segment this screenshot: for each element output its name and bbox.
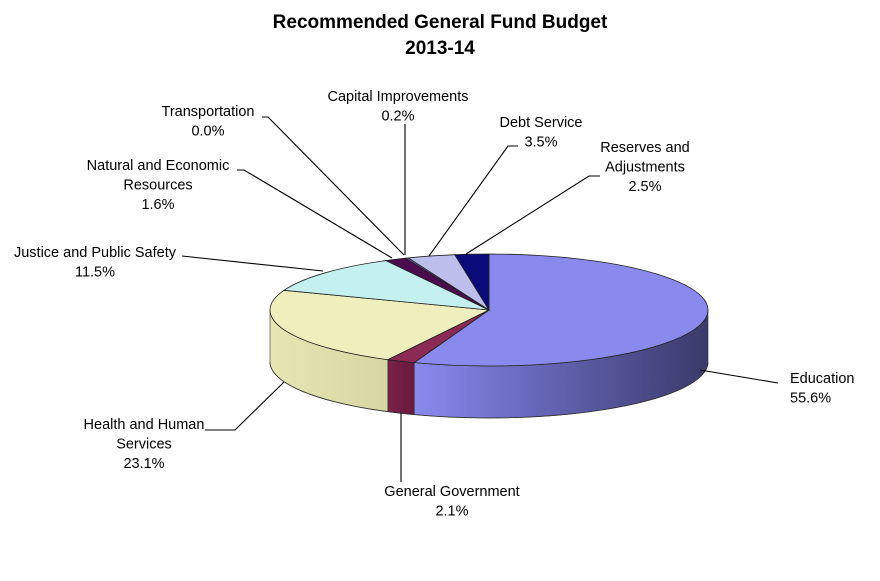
leader-line-5: [262, 116, 405, 256]
pie-slice-3: [282, 260, 490, 311]
pie-slice-2: [269, 289, 491, 361]
slice-label-4: Natural and Economic Resources 1.6%: [87, 158, 230, 213]
pie-slice-8: [454, 253, 490, 312]
chart-title: Recommended General Fund Budget: [272, 12, 608, 33]
slice-label-3: Justice and Public Safety 11.5%: [14, 245, 177, 281]
pie-slice-0: [413, 253, 709, 367]
leader-line-4: [237, 169, 393, 259]
slice-label-5: Transportation 0.0%: [162, 104, 255, 140]
slice-label-2: Health and Human Services 23.1%: [84, 417, 205, 472]
leader-line-3: [181, 255, 324, 272]
slice-label-1: General Government 2.1%: [384, 484, 519, 520]
slice-label-0: Education 55.6%: [790, 371, 855, 407]
chart-subtitle: 2013-14: [405, 38, 475, 59]
leader-line-0: [699, 369, 779, 384]
pie-side-1: [387, 359, 415, 415]
leader-line-2: [205, 381, 285, 431]
slice-label-7: Debt Service 3.5%: [499, 115, 582, 151]
leader-line-7: [428, 145, 518, 257]
slice-label-8: Reserves and Adjustments 2.5%: [600, 140, 689, 195]
pie-bottom-rim: [269, 361, 709, 419]
leader-line-8: [465, 175, 600, 255]
slice-label-6: Capital Improvements 0.2%: [327, 89, 468, 125]
